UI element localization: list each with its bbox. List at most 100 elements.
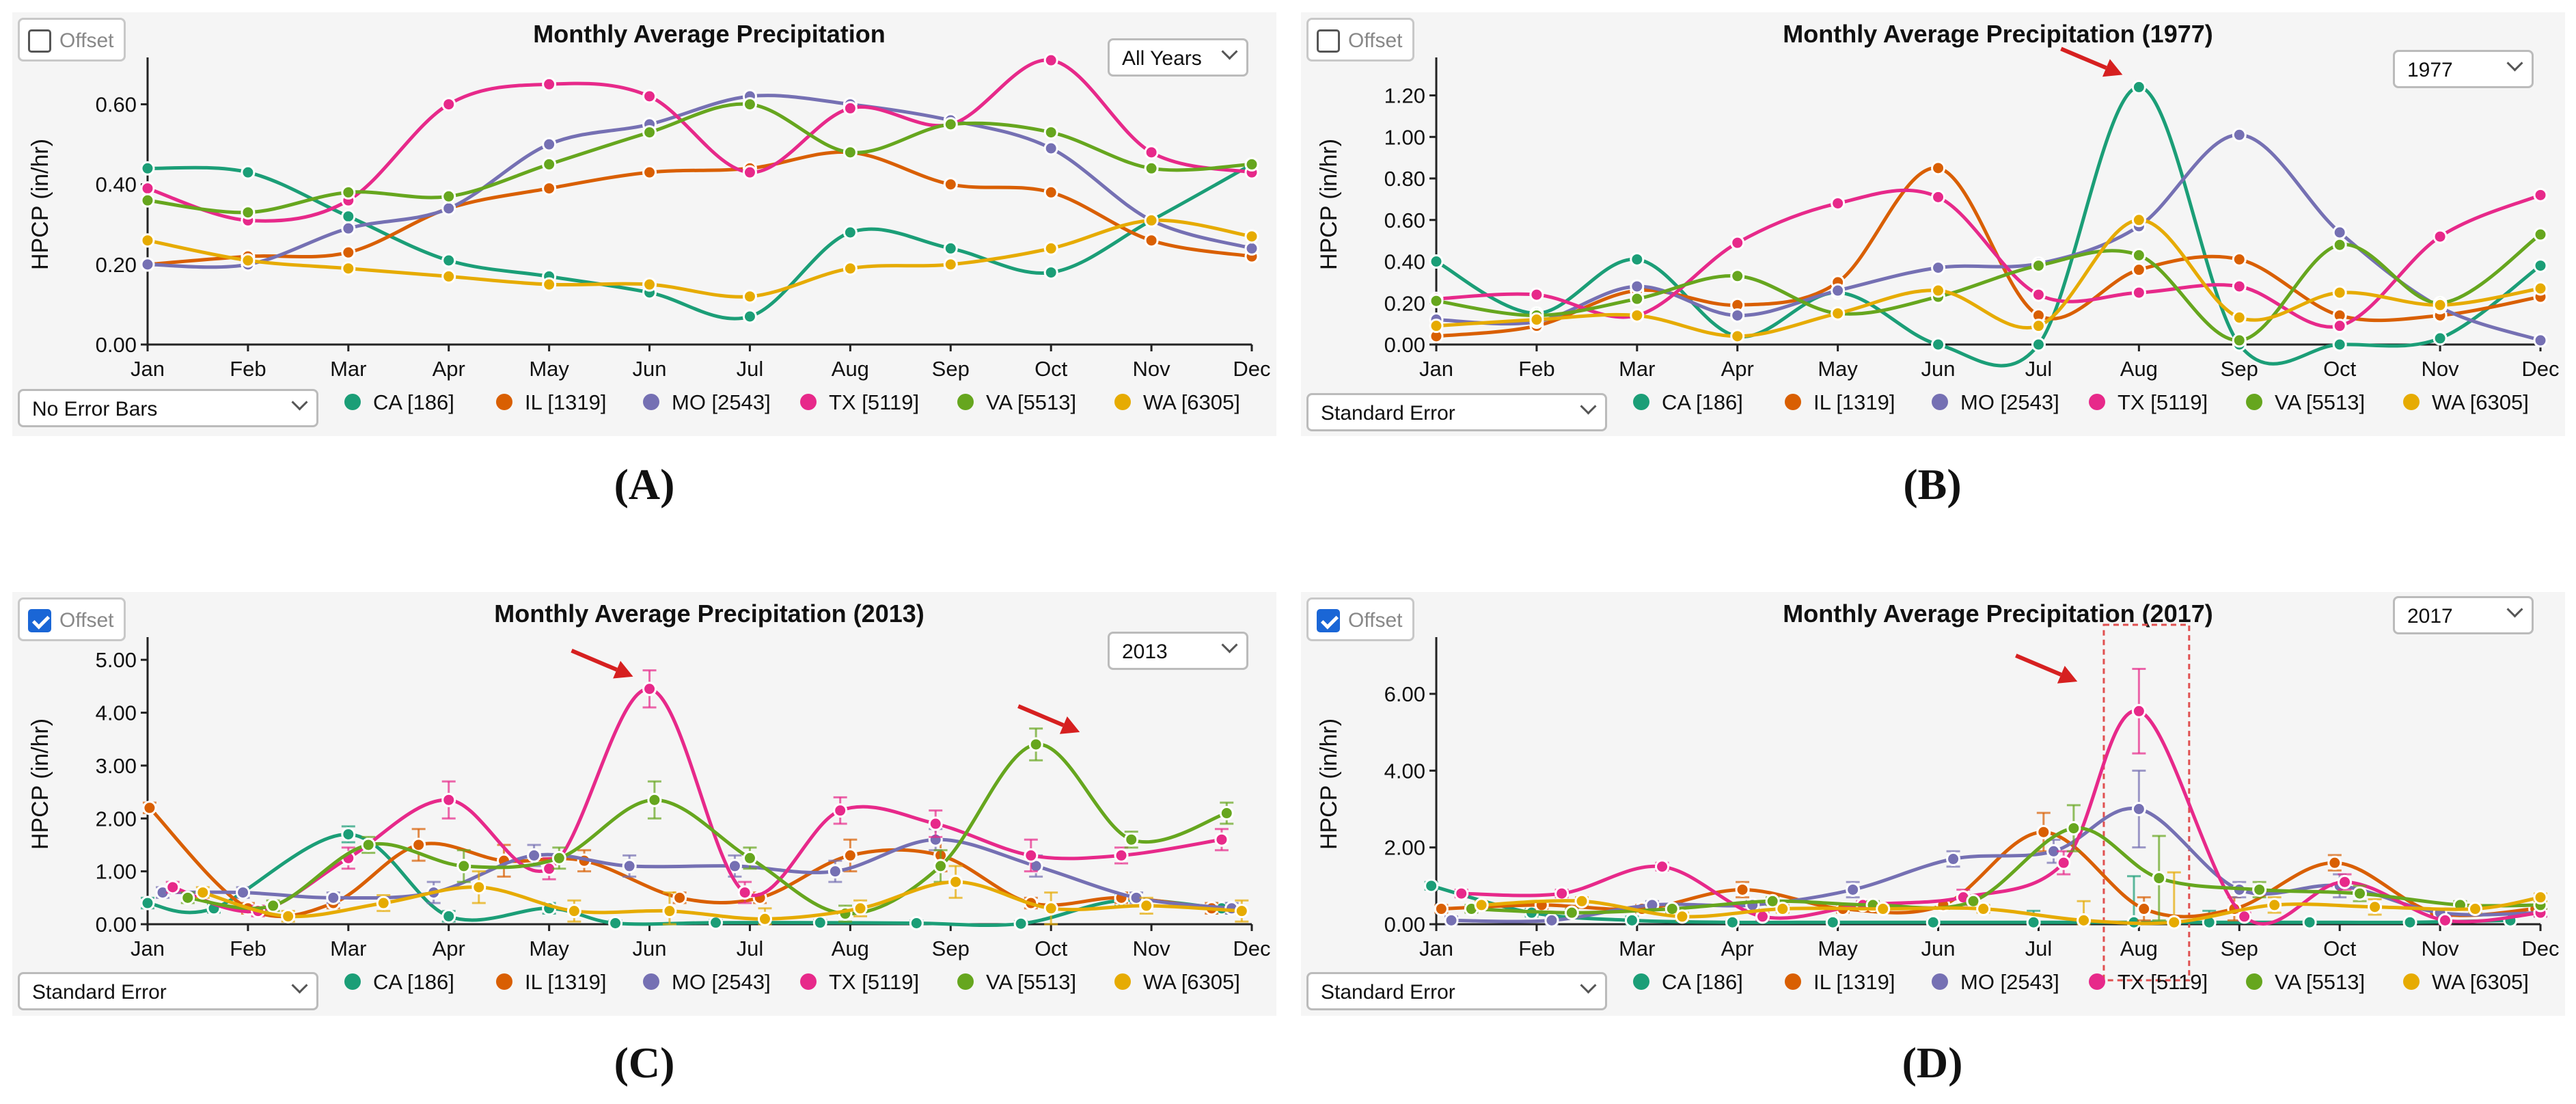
data-point-ca <box>241 165 256 180</box>
legend-marker-mo <box>643 394 659 410</box>
offset-checkbox-square[interactable] <box>28 609 51 632</box>
annotation-arrow-head <box>2057 666 2078 684</box>
data-point-va <box>842 145 858 160</box>
year-select-value: 2013 <box>1122 641 1168 663</box>
data-point-wa <box>943 257 958 272</box>
y-tick-label: 0.00 <box>96 913 137 937</box>
legend-marker-il <box>496 394 512 410</box>
data-point-tx <box>1114 848 1129 863</box>
offset-checkbox[interactable]: Offset <box>18 597 126 641</box>
data-point-wa <box>1234 904 1249 919</box>
year-select[interactable]: 2013 <box>1108 632 1248 670</box>
offset-checkbox[interactable]: Offset <box>1306 597 1414 641</box>
error-bars-select[interactable]: Standard Error <box>1306 393 1607 431</box>
data-point-wa <box>542 277 557 292</box>
chart-title: Monthly Average Precipitation (1977) <box>1783 20 2213 48</box>
legend-marker-ca <box>344 394 361 410</box>
x-tick-label: Oct <box>1034 357 1068 381</box>
y-tick-label: 2.00 <box>1384 836 1425 860</box>
year-select[interactable]: 2017 <box>2393 596 2534 634</box>
data-point-ca <box>2533 258 2548 273</box>
data-point-tx <box>165 880 180 895</box>
offset-checkbox[interactable]: Offset <box>1306 18 1414 62</box>
data-point-il <box>2131 262 2146 278</box>
data-point-va <box>2252 882 2267 897</box>
legend-label-il: IL [1319] <box>1813 390 1895 414</box>
data-point-tx <box>542 77 557 92</box>
offset-checkbox[interactable]: Offset <box>18 18 126 62</box>
offset-checkbox-square[interactable] <box>1317 29 1340 53</box>
annotation-arrow-head <box>2102 59 2123 77</box>
offset-label: Offset <box>1348 29 1403 52</box>
data-point-wa <box>1144 213 1159 228</box>
series-line-va <box>1436 232 2542 342</box>
data-point-ca <box>709 915 724 930</box>
chart-title: Monthly Average Precipitation (2017) <box>1783 600 2213 628</box>
error-bars-select[interactable]: Standard Error <box>18 972 318 1010</box>
data-point-wa <box>2468 902 2483 917</box>
data-point-ca <box>140 161 155 176</box>
error-bars-select[interactable]: No Error Bars <box>18 389 318 427</box>
data-point-wa <box>1429 319 1444 334</box>
data-point-tx <box>2332 319 2347 334</box>
y-tick-label: 4.00 <box>1384 759 1425 783</box>
x-tick-label: Jan <box>1419 357 1453 381</box>
data-point-tx <box>2232 279 2247 294</box>
data-point-wa <box>2267 898 2282 913</box>
data-point-mo <box>622 859 637 874</box>
error-bars-select-value: No Error Bars <box>32 398 158 420</box>
data-point-tx <box>1144 145 1159 160</box>
data-point-ca <box>341 826 356 842</box>
data-point-mo <box>1831 283 1846 298</box>
data-point-va <box>2066 821 2081 836</box>
annotation-arrow-head <box>1059 716 1080 734</box>
data-point-il <box>341 245 356 260</box>
legend-label-wa: WA [6305] <box>2432 970 2529 994</box>
data-point-il <box>411 837 426 852</box>
data-point-va <box>1429 293 1444 308</box>
x-tick-label: Mar <box>330 937 366 960</box>
x-tick-label: Apr <box>433 357 465 381</box>
year-select[interactable]: All Years <box>1108 38 1248 77</box>
data-point-mo <box>2232 127 2247 142</box>
data-point-mo <box>1043 141 1058 156</box>
x-tick-label: Jul <box>737 937 764 960</box>
offset-checkbox-square[interactable] <box>28 29 51 53</box>
x-tick-label: Nov <box>1133 357 1171 381</box>
data-point-wa <box>2077 913 2092 928</box>
y-tick-label: 6.00 <box>1384 682 1425 706</box>
y-tick-label: 0.00 <box>96 333 137 357</box>
error-bars-select[interactable]: Standard Error <box>1306 972 1607 1010</box>
data-point-wa <box>842 261 858 276</box>
legend-label-tx: TX [5119] <box>829 390 919 414</box>
y-tick-label: 0.00 <box>1384 333 1425 357</box>
chart-svg: Monthly Average Precipitation (2013) HPCP… <box>27 600 1271 994</box>
data-point-il <box>1931 161 1946 176</box>
data-point-wa <box>662 904 677 919</box>
data-point-va <box>1730 269 1745 284</box>
annotation-arrow <box>2060 46 2107 70</box>
panel-label-a: (A) <box>614 460 675 509</box>
offset-checkbox-square[interactable] <box>1317 609 1340 632</box>
legend-label-wa: WA [6305] <box>2432 390 2529 414</box>
legend-marker-wa <box>2403 394 2420 410</box>
data-point-wa <box>1675 909 1690 924</box>
data-point-wa <box>1043 241 1058 256</box>
chart-panel-d: Offset 2017 Standard Error Monthly Avera… <box>1301 592 2565 1016</box>
annotation-arrow <box>571 648 618 672</box>
data-point-tx <box>1043 53 1058 68</box>
x-tick-label: Apr <box>433 937 465 960</box>
data-point-va <box>2533 227 2548 242</box>
year-select[interactable]: 1977 <box>2393 50 2534 88</box>
x-tick-label: May <box>529 937 569 960</box>
chart-panel-a: Offset All Years No Error Bars Monthly A… <box>12 12 1276 436</box>
data-point-va <box>1564 905 1579 920</box>
data-point-mo <box>2332 225 2347 240</box>
data-point-tx <box>1454 886 1469 901</box>
data-point-mo <box>1544 913 1559 928</box>
x-tick-label: Feb <box>230 937 266 960</box>
x-tick-label: Apr <box>1721 937 1754 960</box>
data-point-wa <box>1474 898 1489 913</box>
legend-marker-va <box>2246 394 2262 410</box>
y-axis-label: HPCP (in/hr) <box>27 139 53 270</box>
